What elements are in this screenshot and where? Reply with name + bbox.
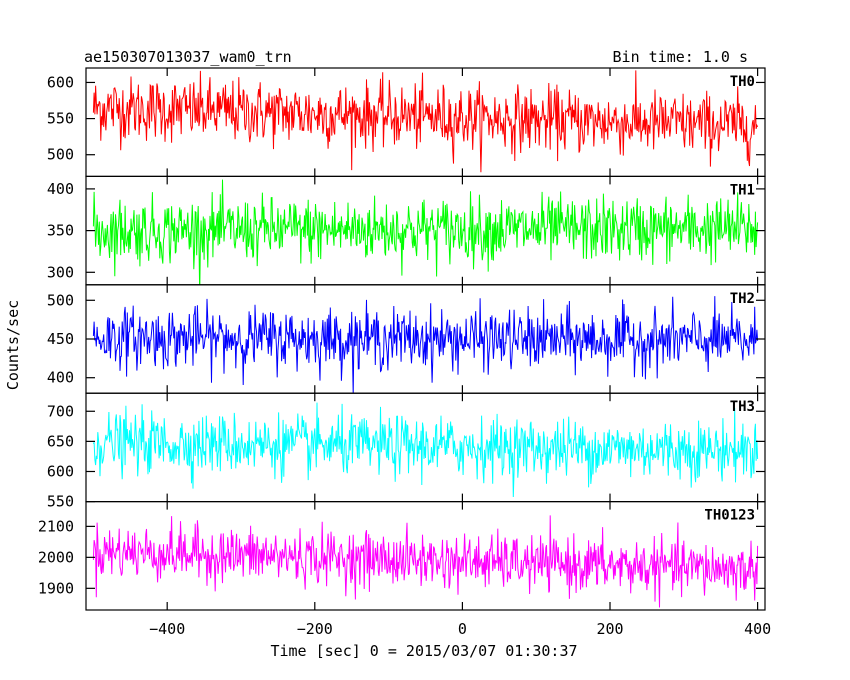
panel-frame (85, 501, 766, 611)
y-tick-label: 500 (47, 146, 74, 164)
series-label-th0: TH0 (730, 74, 755, 90)
series-line-th3 (92, 402, 759, 498)
y-tick-label: 300 (47, 263, 74, 281)
series-line-th0123 (92, 515, 759, 608)
panels-group: 500 550 600 TH0 300 350 400 TH1 400 450 500 TH2 550 6… (38, 67, 766, 611)
y-tick-label: 1900 (38, 579, 74, 597)
y-axis-label: Counts/sec (4, 300, 22, 390)
x-tick-label: 200 (596, 620, 623, 638)
series-label-th1: TH1 (730, 182, 755, 198)
y-tick-label: 400 (47, 180, 74, 198)
x-tick-label: 400 (744, 620, 771, 638)
y-tick-label: 650 (47, 432, 74, 450)
y-tick-label: 450 (47, 330, 74, 348)
chart-title: ae150307013037_wam0_trn (84, 48, 292, 66)
y-tick-label: 400 (47, 369, 74, 387)
series-label-th2: TH2 (730, 291, 755, 307)
series-line-th2 (92, 296, 759, 394)
y-tick-label: 600 (47, 73, 74, 91)
y-tick-label: 2100 (38, 517, 74, 535)
y-tick-label: 350 (47, 222, 74, 240)
series-label-th3: TH3 (730, 399, 755, 415)
x-tick-label: 0 (458, 620, 467, 638)
x-tick-label: −400 (149, 620, 185, 638)
series-label-th0123: TH0123 (704, 508, 755, 524)
y-tick-label: 550 (47, 110, 74, 128)
series-line-th1 (92, 179, 759, 285)
y-tick-label: 550 (47, 493, 74, 511)
y-tick-label: 500 (47, 291, 74, 309)
bin-time-label: Bin time: 1.0 s (613, 48, 748, 66)
x-tick-label: −200 (297, 620, 333, 638)
y-tick-label: 2000 (38, 548, 74, 566)
y-tick-label: 600 (47, 462, 74, 480)
x-axis-label: Time [sec] 0 = 2015/03/07 01:30:37 (270, 642, 577, 660)
series-line-th0 (92, 70, 759, 173)
y-tick-label: 700 (47, 402, 74, 420)
x-axis: −400 −200 0 200 400 (149, 620, 771, 638)
